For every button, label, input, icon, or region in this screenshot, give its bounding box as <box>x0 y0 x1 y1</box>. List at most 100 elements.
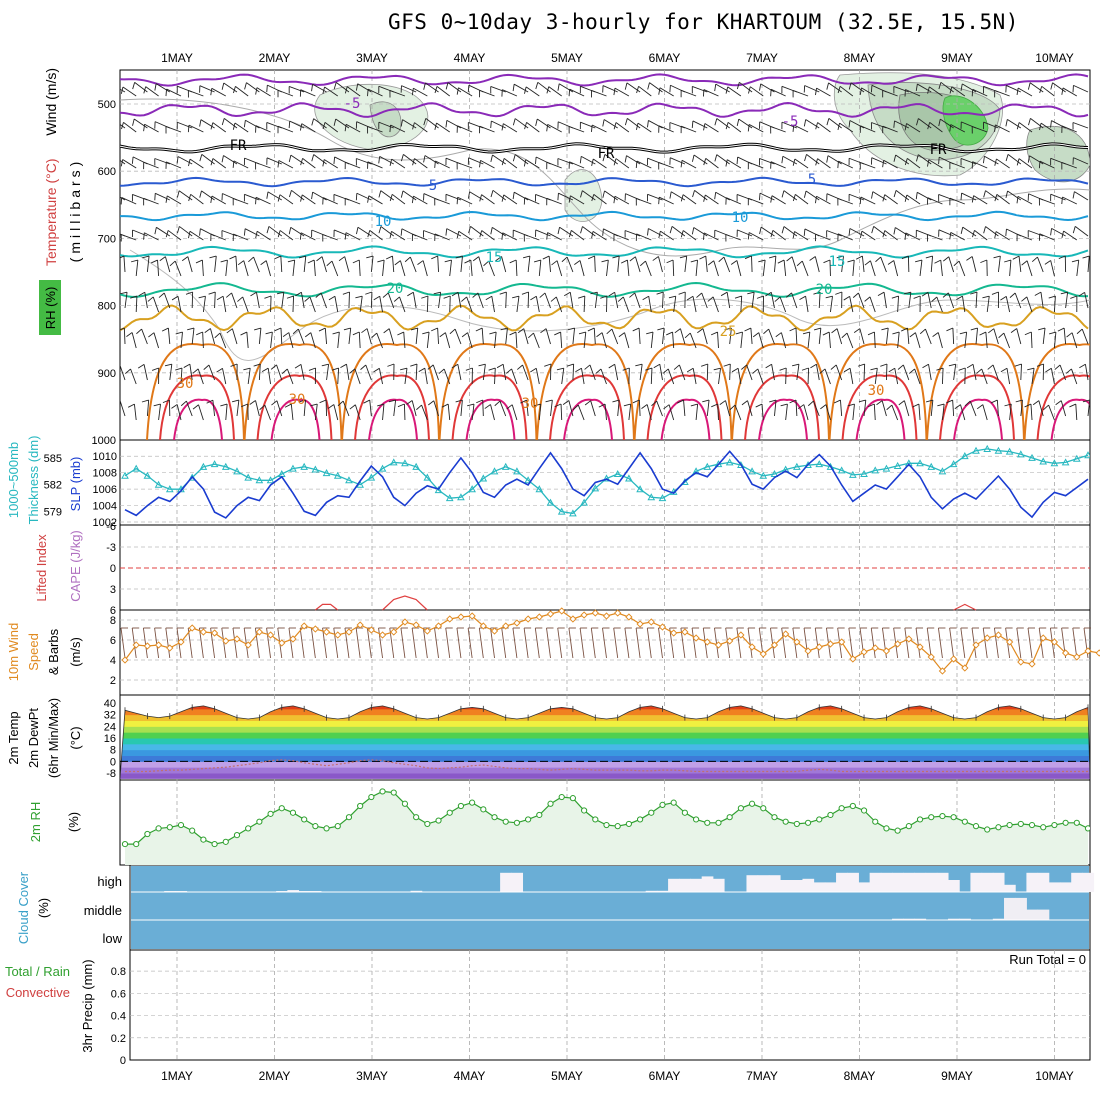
wind-barb-feather <box>422 331 430 335</box>
rh2m-point <box>424 820 431 828</box>
contour-35 <box>256 374 333 440</box>
wind-barb <box>660 230 674 241</box>
wind-barb-feather <box>333 82 337 90</box>
wind-barb <box>813 400 820 417</box>
thickness-point <box>132 464 141 472</box>
wind-barb-feather <box>606 328 613 335</box>
wind-barb-feather <box>383 328 390 334</box>
wind-barb <box>1061 125 1077 133</box>
wind-barb-feather <box>976 368 983 374</box>
wind-barb <box>894 120 910 129</box>
wind-barb <box>235 85 249 97</box>
wind-barb-feather <box>653 363 661 369</box>
wind-barb <box>320 292 327 309</box>
wind10-point <box>278 639 286 647</box>
wind-barb-feather <box>132 82 136 90</box>
thickness-point <box>1028 453 1036 461</box>
wind-barb <box>757 368 764 385</box>
wind-barb-feather <box>183 363 191 368</box>
wind-barb <box>593 193 607 205</box>
temp2m-tick: 24 <box>104 721 116 733</box>
wind-barb <box>380 226 395 237</box>
wind-barb-feather <box>535 118 538 126</box>
wind-barb <box>852 260 855 277</box>
wind-barb <box>871 157 887 165</box>
wind-barb <box>153 332 160 349</box>
wind-barb <box>579 260 585 277</box>
wind10-barb <box>781 627 787 659</box>
wind-barb-feather <box>388 399 396 403</box>
wind-barb-feather <box>550 296 557 302</box>
wind-barb-feather <box>815 88 817 96</box>
wind-barb <box>591 90 607 97</box>
cloud-high-bar <box>925 872 938 892</box>
ylabel-wind: Wind (m/s) <box>43 68 59 136</box>
wind-barb <box>345 197 361 205</box>
rh2m-point <box>636 816 644 823</box>
rh2m-point <box>390 789 397 796</box>
wind-barb <box>649 82 663 93</box>
wind-barb <box>684 256 688 273</box>
wind-barb <box>870 260 876 277</box>
wind-barb-feather <box>959 331 967 335</box>
wind-barb-feather <box>259 404 266 411</box>
wind-barb-feather <box>938 82 942 90</box>
wind-barb-feather <box>378 156 381 164</box>
temp-band <box>120 755 1090 762</box>
wind-barb <box>256 87 271 97</box>
wind-barb-feather <box>394 260 401 266</box>
wind-barb-feather <box>613 158 617 166</box>
wind10-point <box>591 609 599 617</box>
rh2m-point <box>256 818 263 825</box>
wind-barb <box>835 364 843 381</box>
wind-barb <box>270 332 273 349</box>
day-label-bottom: 4MAY <box>454 1069 486 1083</box>
wind-barb-feather <box>451 363 459 369</box>
wind10-barb <box>736 627 742 659</box>
wind10-point <box>1005 638 1014 646</box>
wind-barb-feather <box>423 82 426 90</box>
wind-barb-feather <box>551 260 558 266</box>
wind-barb-feather <box>378 226 382 234</box>
wind-barb-feather <box>736 82 740 90</box>
wind-barb-feather <box>949 232 952 240</box>
wind-barb-feather <box>595 368 602 374</box>
wind-barb-feather <box>1061 196 1063 205</box>
wind-barb-feather <box>680 160 683 168</box>
wind-barb <box>198 404 204 421</box>
wind-barb-feather <box>311 192 314 200</box>
wind-barb <box>961 192 977 201</box>
wind-barb-feather <box>792 124 795 132</box>
wind-barb-feather <box>690 403 698 407</box>
wind-barb-feather <box>476 399 483 404</box>
cloud-high-bar <box>712 878 725 892</box>
wind-barb <box>491 120 506 129</box>
wind10-barb <box>557 627 563 659</box>
wind10m-series <box>120 607 1100 681</box>
wind-barb <box>290 154 305 165</box>
wind-barb <box>917 83 932 93</box>
wind-barb-feather <box>859 197 862 205</box>
wind-barb <box>1053 296 1056 313</box>
wind-barb-feather <box>980 259 988 264</box>
wind-barb <box>277 125 294 133</box>
cloud-high-bar <box>992 872 1005 892</box>
wind-barb <box>818 291 821 309</box>
wind-barb <box>471 404 475 421</box>
wind-barb-feather <box>871 191 874 199</box>
wind-barb <box>380 190 395 201</box>
wind10-barb <box>490 627 495 659</box>
wind-barb <box>326 364 330 381</box>
wind-barb-feather <box>1005 154 1009 162</box>
wind-barb <box>189 158 204 169</box>
wind10-barb <box>422 627 428 659</box>
wind-barb <box>211 87 226 97</box>
wind-barb <box>1007 190 1022 201</box>
contour-label: 10 <box>732 210 749 226</box>
wind-barb-feather <box>546 124 549 132</box>
wind-barb <box>927 197 943 205</box>
wind10-point <box>1073 653 1081 661</box>
wind-barb-feather <box>451 291 459 297</box>
thickness-point <box>938 467 947 475</box>
wind10-point <box>849 655 857 663</box>
